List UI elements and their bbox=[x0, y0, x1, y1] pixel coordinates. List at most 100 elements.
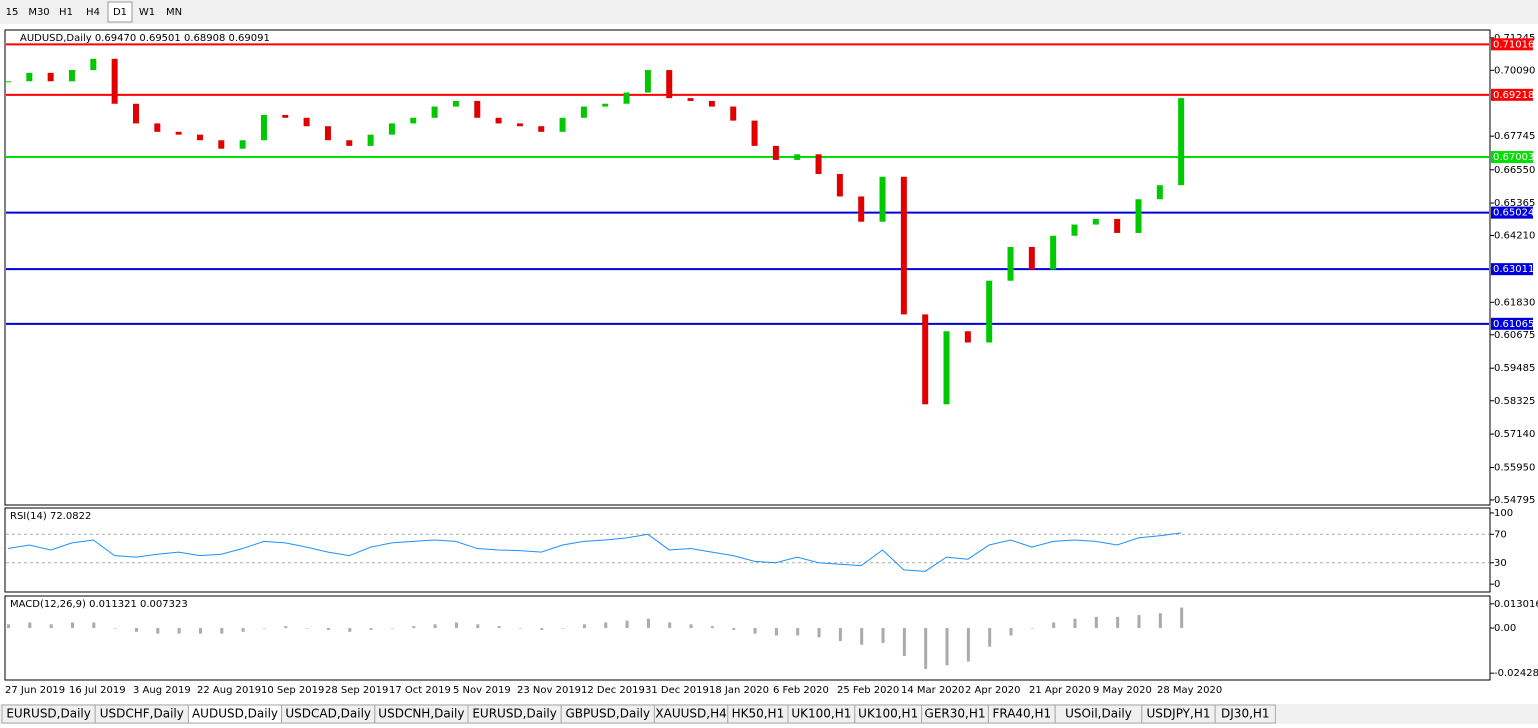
y-tick-label: 0.57140 bbox=[1494, 429, 1535, 440]
timeframe-button[interactable]: D1 bbox=[113, 7, 127, 18]
y-tick-label: 30 bbox=[1494, 558, 1507, 569]
candle bbox=[986, 280, 993, 343]
y-tick-label: -0.024282 bbox=[1494, 668, 1538, 679]
y-tick-label: 0.00 bbox=[1494, 623, 1516, 634]
macd-bar bbox=[902, 628, 906, 656]
level-tag bbox=[1491, 88, 1533, 101]
macd-bar bbox=[817, 628, 821, 638]
tab-label[interactable]: HK50,H1 bbox=[732, 707, 785, 721]
x-tick-label: 6 Feb 2020 bbox=[773, 685, 829, 696]
candle bbox=[1007, 246, 1014, 281]
macd-bar bbox=[1137, 615, 1141, 629]
macd-bar bbox=[305, 628, 309, 629]
level-tag bbox=[1491, 38, 1533, 51]
macd-bar bbox=[220, 628, 224, 634]
candle bbox=[900, 176, 907, 315]
y-tick-label: 0.70090 bbox=[1494, 65, 1535, 76]
timeframe-button[interactable]: H1 bbox=[59, 7, 73, 18]
tab-label[interactable]: XAUUSD,H4 bbox=[655, 707, 726, 721]
candle bbox=[1071, 224, 1078, 236]
y-tick-label: 0.58325 bbox=[1494, 396, 1535, 407]
tab-label[interactable]: UK100,H1 bbox=[791, 707, 851, 721]
tab-label[interactable]: USDCHF,Daily bbox=[100, 707, 184, 721]
macd-bar bbox=[454, 622, 458, 629]
macd-bar bbox=[156, 628, 160, 634]
y-tick-label: 0.54795 bbox=[1494, 495, 1535, 506]
macd-bar bbox=[604, 622, 608, 629]
x-tick-label: 10 Sep 2019 bbox=[261, 685, 324, 696]
candle bbox=[1178, 98, 1185, 186]
x-tick-label: 28 May 2020 bbox=[1157, 685, 1222, 696]
timeframe-button[interactable]: MN bbox=[166, 7, 182, 18]
x-tick-label: 12 Dec 2019 bbox=[581, 685, 645, 696]
macd-bar bbox=[476, 624, 480, 629]
macd-bar bbox=[497, 626, 501, 629]
tab-label[interactable]: GER30,H1 bbox=[925, 707, 986, 721]
candle bbox=[410, 117, 417, 124]
candle bbox=[772, 145, 779, 160]
y-tick-label: 0.013016 bbox=[1494, 599, 1538, 610]
level-tag bbox=[1491, 206, 1533, 219]
macd-bar bbox=[518, 628, 522, 629]
candle bbox=[794, 154, 801, 160]
tab-label[interactable]: USDJPY,H1 bbox=[1147, 707, 1211, 721]
tab-label[interactable]: UK100,H1 bbox=[858, 707, 918, 721]
tab-label[interactable]: EURUSD,Daily bbox=[472, 707, 557, 721]
candle bbox=[175, 131, 182, 135]
y-tick-label: 0.65365 bbox=[1494, 198, 1535, 209]
tab-label[interactable]: GBPUSD,Daily bbox=[566, 707, 651, 721]
candle bbox=[282, 114, 289, 118]
tab bbox=[1214, 704, 1276, 724]
macd-bar bbox=[945, 628, 949, 666]
candle bbox=[1050, 235, 1057, 270]
x-tick-label: 23 Nov 2019 bbox=[517, 685, 581, 696]
candle bbox=[623, 92, 630, 104]
level-label: 0.67003 bbox=[1493, 152, 1534, 163]
timeframe-button[interactable]: H4 bbox=[86, 7, 100, 18]
candle bbox=[431, 106, 438, 118]
macd-bar bbox=[1180, 607, 1184, 629]
macd-bar bbox=[860, 628, 864, 645]
timeframe-button[interactable]: W1 bbox=[139, 7, 155, 18]
tab-label[interactable]: DJ30,H1 bbox=[1221, 707, 1270, 721]
candle bbox=[943, 331, 950, 405]
candle bbox=[367, 134, 374, 146]
x-tick-label: 21 Apr 2020 bbox=[1029, 685, 1091, 696]
tab-label[interactable]: USOil,Daily bbox=[1065, 707, 1132, 721]
macd-bar bbox=[1158, 613, 1162, 629]
macd-frame bbox=[4, 595, 1491, 681]
macd-bar bbox=[1094, 616, 1098, 629]
tab-label[interactable]: EURUSD,Daily bbox=[6, 707, 91, 721]
candle bbox=[154, 123, 161, 132]
candle bbox=[239, 140, 246, 149]
macd-bar bbox=[838, 628, 842, 642]
macd-bar bbox=[348, 628, 352, 632]
x-tick-label: 31 Dec 2019 bbox=[645, 685, 709, 696]
candle bbox=[218, 140, 225, 149]
timeframe-button[interactable]: M30 bbox=[28, 7, 49, 18]
y-tick-label: 70 bbox=[1494, 529, 1507, 540]
candle bbox=[922, 314, 929, 405]
macd-bar bbox=[881, 628, 885, 643]
candle bbox=[666, 70, 673, 99]
level-label: 0.61065 bbox=[1493, 319, 1534, 330]
y-tick-label: 0.67745 bbox=[1494, 131, 1535, 142]
candle bbox=[260, 114, 267, 141]
candle bbox=[644, 70, 651, 93]
tab-label[interactable]: FRA40,H1 bbox=[992, 707, 1051, 721]
candle bbox=[538, 126, 545, 132]
macd-bar bbox=[28, 622, 32, 629]
macd-bar bbox=[540, 628, 544, 630]
y-tick-label: 0.60675 bbox=[1494, 330, 1535, 341]
x-tick-label: 22 Aug 2019 bbox=[197, 685, 261, 696]
macd-bar bbox=[7, 624, 10, 629]
tab-label[interactable]: USDCNH,Daily bbox=[378, 707, 464, 721]
tab-label[interactable]: AUDUSD,Daily bbox=[192, 707, 278, 721]
timeframe-button[interactable]: 15 bbox=[6, 7, 19, 18]
candle bbox=[68, 70, 75, 82]
macd-label: MACD(12,26,9) 0.011321 0.007323 bbox=[10, 599, 188, 610]
tab-label[interactable]: USDCAD,Daily bbox=[285, 707, 371, 721]
macd-bar bbox=[433, 624, 437, 629]
x-tick-label: 3 Aug 2019 bbox=[133, 685, 191, 696]
candle bbox=[1092, 218, 1099, 225]
